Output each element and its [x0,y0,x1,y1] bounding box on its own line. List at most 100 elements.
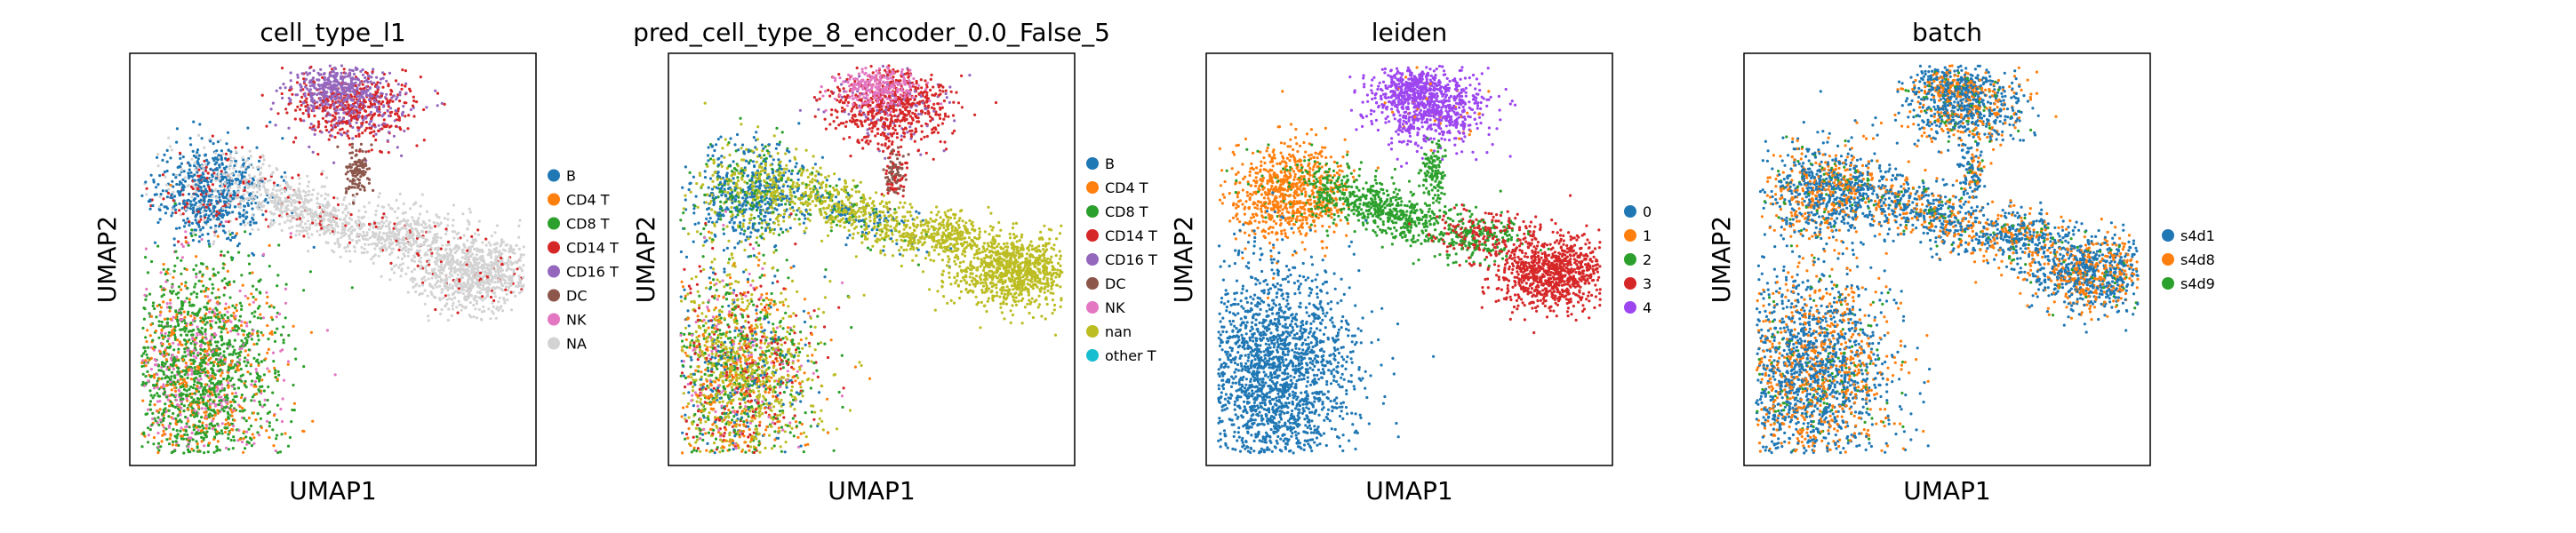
scatter-point [356,95,359,99]
scatter-point [234,400,237,403]
scatter-point [180,402,183,406]
scatter-point [412,99,416,103]
scatter-point [374,139,378,142]
scatter-point [416,264,420,267]
scatter-point [376,84,380,88]
scatter-point [233,387,236,391]
scatter-point [388,252,392,257]
scatter-point [308,270,312,274]
scatter-point [450,254,454,258]
scatter-point [388,227,391,231]
scatter-point [358,94,362,98]
scatter-point [321,104,324,107]
scatter-point [161,342,164,346]
scatter-point [251,332,254,336]
scatter-point [355,134,358,138]
scatter-point [340,71,343,75]
scatter-point [162,429,165,433]
scatter-point [308,79,313,83]
scatter-point [226,131,229,134]
scatter-point [413,255,417,259]
scatter-point [298,217,302,220]
scatter-point [170,375,173,378]
scatter-point [384,96,388,99]
scatter-point [352,82,356,85]
scatter-point [261,213,265,217]
scatter-point [358,187,362,191]
scatter-point [229,150,233,154]
scatter-point [398,99,402,103]
scatter-point [406,290,410,294]
scatter-point [376,81,380,84]
scatter-point [198,449,202,453]
scatter-points [140,64,525,455]
scatter-point [501,284,505,288]
scatter-point [348,124,352,128]
scatter-point [421,230,425,234]
scatter-point [188,387,191,391]
scatter-point [376,238,380,242]
scatter-point [148,428,152,432]
scatter-point [240,394,244,397]
scatter-point [220,360,224,363]
scatter-point [433,233,436,236]
scatter-point [210,378,213,381]
scatter-point [402,202,405,205]
scatter-point [261,333,265,337]
scatter-point [355,98,358,101]
scatter-point [415,235,419,238]
scatter-point [461,212,465,216]
scatter-point [263,398,267,402]
scatter-point [336,100,340,104]
scatter-point [471,252,475,256]
scatter-point [476,249,479,252]
scatter-point [333,135,337,139]
scatter-point [190,431,194,434]
scatter-point [255,190,259,194]
scatter-point [336,231,340,235]
scatter-point [441,243,444,247]
scatter-point [367,222,372,226]
scatter-point [512,290,516,294]
scatter-point [465,252,468,256]
scatter-point [263,403,267,407]
scatter-point [207,408,211,411]
scatter-point [337,245,340,249]
scatter-point [340,232,343,235]
scatter-point [445,251,449,255]
scatter-point [429,250,433,253]
scatter-point [457,237,460,241]
scatter-point [158,195,162,199]
scatter-point [271,101,275,105]
scatter-point [234,391,237,395]
scatter-point [213,156,218,160]
scatter-point [228,238,233,242]
scatter-point [207,299,211,303]
scatter-point [411,216,414,219]
scatter-point [258,172,262,176]
scatter-point [213,234,217,237]
scatter-point [381,85,385,89]
scatter-point [353,245,356,249]
scatter-point [212,272,216,276]
scatter-point [278,199,283,203]
scatter-point [372,261,375,265]
scatter-point [172,417,175,420]
scatter-point [302,77,306,81]
scatter-point [158,418,162,422]
scatter-point [190,157,194,161]
scatter-point [439,257,443,261]
scatter-point [172,172,175,177]
scatter-point [217,393,220,396]
scatter-point [203,444,206,448]
scatter-point [196,210,200,213]
scatter-point [207,185,211,188]
scatter-point [367,227,371,231]
scatter-point [216,235,220,238]
scatter-point [419,260,422,264]
scatter-point [435,262,438,266]
scatter-point [351,90,355,93]
scatter-point [231,211,235,214]
scatter-point [300,213,304,217]
scatter-point [350,151,355,155]
